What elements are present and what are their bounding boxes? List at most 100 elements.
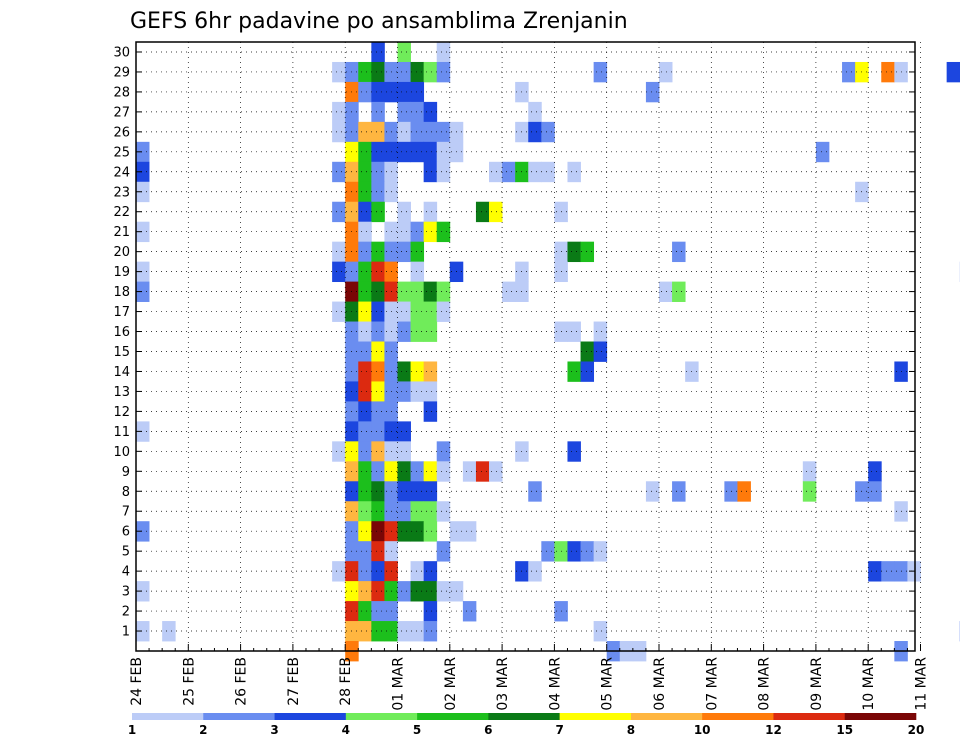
- heatmap-cell: [437, 541, 450, 561]
- heatmap-cell: [528, 561, 541, 581]
- heatmap-cell: [358, 421, 371, 441]
- heatmap-cell: [672, 282, 685, 302]
- heatmap-cell: [594, 342, 607, 362]
- heatmap-cell: [424, 202, 437, 222]
- heatmap-cell: [371, 541, 384, 561]
- x-tick-label: 11 MAR: [914, 657, 930, 711]
- heatmap-cell: [437, 142, 450, 162]
- y-tick-label: 27: [113, 105, 130, 120]
- heatmap-cell: [371, 561, 384, 581]
- heatmap-cell: [371, 262, 384, 282]
- heatmap-cell: [332, 302, 345, 322]
- heatmap-cell: [358, 122, 371, 142]
- heatmap-cell: [476, 202, 489, 222]
- heatmap-cell: [398, 222, 411, 242]
- heatmap-cell: [411, 381, 424, 401]
- heatmap-cell: [816, 142, 829, 162]
- heatmap-cell: [358, 441, 371, 461]
- heatmap-cell: [528, 481, 541, 501]
- heatmap-cell: [358, 361, 371, 381]
- heatmap-cell: [411, 62, 424, 82]
- y-tick-label: 2: [122, 605, 130, 620]
- heatmap-cell: [842, 62, 855, 82]
- y-tick-label: 19: [113, 265, 130, 280]
- heatmap-cell: [437, 581, 450, 601]
- heatmap-cell: [868, 481, 881, 501]
- heatmap-cell: [424, 361, 437, 381]
- heatmap-cell: [358, 242, 371, 262]
- heatmap-cell: [424, 282, 437, 302]
- heatmap-cell: [371, 182, 384, 202]
- precipitation-chart: GEFS 6hr padavine po ansamblima Zrenjani…: [0, 0, 960, 742]
- heatmap-cell: [437, 222, 450, 242]
- heatmap-cell: [424, 162, 437, 182]
- heatmap-cell: [358, 62, 371, 82]
- y-tick-label: 25: [113, 145, 130, 160]
- heatmap-cell: [398, 242, 411, 262]
- heatmap-cell: [411, 561, 424, 581]
- heatmap-cell: [411, 142, 424, 162]
- heatmap-cell: [358, 521, 371, 541]
- heatmap-cell: [411, 222, 424, 242]
- y-tick-label: 14: [113, 365, 130, 380]
- colorbar-label: 12: [765, 723, 782, 737]
- heatmap-cell: [398, 302, 411, 322]
- heatmap-cell: [411, 322, 424, 342]
- y-tick-label: 20: [113, 245, 130, 260]
- y-tick-label: 4: [122, 565, 130, 580]
- heatmap-cell: [371, 621, 384, 641]
- heatmap-cell: [398, 82, 411, 102]
- heatmap-cell: [437, 162, 450, 182]
- heatmap-cell: [358, 262, 371, 282]
- heatmap-cell: [358, 302, 371, 322]
- x-tick-label: 26 FEB: [234, 657, 250, 706]
- heatmap-cell: [398, 202, 411, 222]
- x-tick-label: 04 MAR: [547, 657, 563, 711]
- heatmap-cell: [358, 601, 371, 621]
- colorbar-swatch: [346, 713, 418, 720]
- x-tick-label: 10 MAR: [861, 657, 877, 711]
- heatmap-cell: [398, 102, 411, 122]
- heatmap-cell: [463, 601, 476, 621]
- heatmap-cell: [528, 102, 541, 122]
- heatmap-cell: [528, 162, 541, 182]
- heatmap-cell: [371, 501, 384, 521]
- heatmap-cell: [358, 202, 371, 222]
- y-axis-ticks: 1234567891011121314151617181920212223242…: [113, 45, 915, 639]
- heatmap-cell: [358, 561, 371, 581]
- heatmap-cell: [358, 282, 371, 302]
- heatmap-cell: [868, 461, 881, 481]
- x-tick-label: 08 MAR: [757, 657, 773, 711]
- heatmap-cell: [411, 621, 424, 641]
- x-tick-label: 02 MAR: [443, 657, 459, 711]
- y-tick-label: 18: [113, 285, 130, 300]
- heatmap-cell: [424, 581, 437, 601]
- colorbar-label: 20: [908, 723, 925, 737]
- heatmap-cell: [567, 162, 580, 182]
- heatmap-cell: [398, 581, 411, 601]
- heatmap-cell: [332, 102, 345, 122]
- heatmap-cell: [398, 122, 411, 142]
- heatmap-cell: [358, 481, 371, 501]
- heatmap-cell: [411, 242, 424, 262]
- heatmap-cell: [803, 461, 816, 481]
- y-tick-label: 28: [113, 85, 130, 100]
- colorbar-label: 8: [627, 723, 635, 737]
- heatmap-cell: [424, 561, 437, 581]
- heatmap-cell: [424, 102, 437, 122]
- heatmap-cell: [371, 82, 384, 102]
- y-tick-label: 22: [113, 205, 130, 220]
- y-tick-label: 9: [122, 465, 130, 480]
- heatmap-cell: [437, 62, 450, 82]
- colorbar-label: 7: [555, 723, 563, 737]
- heatmap-cell: [646, 82, 659, 102]
- y-tick-label: 12: [113, 405, 130, 420]
- heatmap-cell: [358, 401, 371, 421]
- y-tick-label: 29: [113, 65, 130, 80]
- heatmap-cell: [672, 481, 685, 501]
- heatmap-cell: [371, 381, 384, 401]
- heatmap-cell: [437, 461, 450, 481]
- heatmap-cell: [371, 162, 384, 182]
- heatmap-cell: [371, 102, 384, 122]
- colorbar-swatch: [560, 713, 632, 720]
